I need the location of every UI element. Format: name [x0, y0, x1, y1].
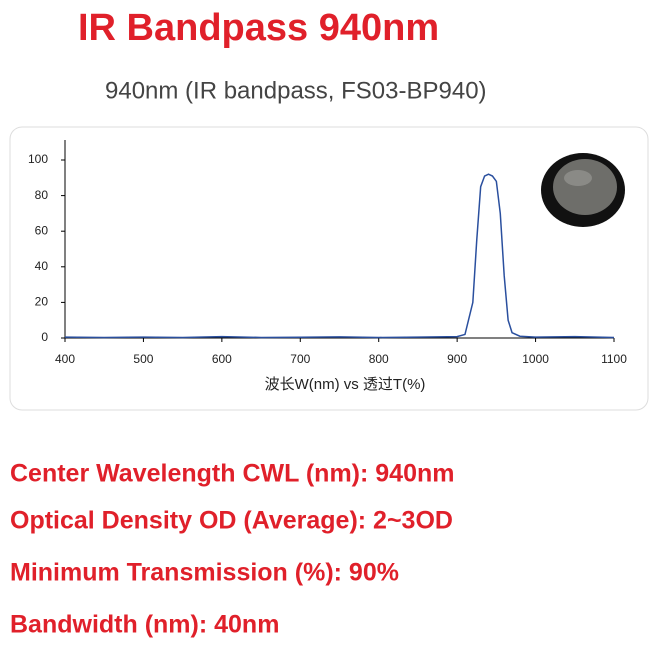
y-tick-label: 20	[35, 295, 49, 309]
spec-line: Center Wavelength CWL (nm): 940nm	[10, 460, 455, 488]
x-axis-label: 波长W(nm) vs 透过T(%)	[265, 376, 426, 393]
filter-photo	[541, 153, 625, 227]
spec-line: Optical Density OD (Average): 2~3OD	[10, 507, 453, 535]
x-tick-label: 500	[133, 352, 153, 366]
x-tick-label: 1000	[522, 352, 549, 366]
y-tick-label: 60	[35, 223, 49, 237]
x-tick-label: 400	[55, 352, 75, 366]
x-tick-label: 1100	[601, 352, 627, 366]
spec-line: Minimum Transmission (%): 90%	[10, 559, 399, 587]
subtitle: 940nm (IR bandpass, FS03-BP940)	[105, 77, 487, 104]
y-tick-label: 80	[35, 188, 49, 202]
x-tick-label: 900	[447, 352, 467, 366]
x-tick-label: 600	[212, 352, 232, 366]
title: IR Bandpass 940nm	[78, 7, 439, 49]
y-tick-label: 100	[28, 152, 48, 166]
series-line	[64, 173, 615, 339]
x-tick-label: 800	[369, 352, 389, 366]
chart-frame	[9, 126, 649, 411]
x-tick-label: 700	[290, 352, 310, 366]
y-tick-label: 0	[41, 330, 48, 344]
spec-line: Bandwidth (nm): 40nm	[10, 611, 279, 639]
y-tick-label: 40	[35, 259, 49, 273]
